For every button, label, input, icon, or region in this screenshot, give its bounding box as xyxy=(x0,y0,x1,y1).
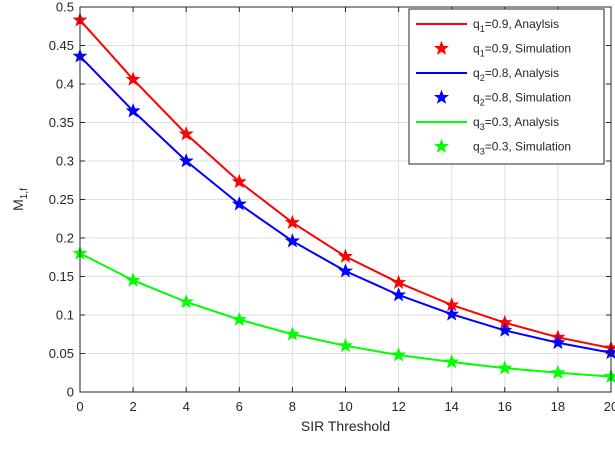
legend-swatch xyxy=(434,40,449,55)
x-axis-label: SIR Threshold xyxy=(301,418,390,434)
data-point-star-marker xyxy=(178,153,194,168)
y-tick-label: 0.1 xyxy=(56,308,74,323)
legend-star-marker xyxy=(434,40,449,55)
x-tick-label: 12 xyxy=(391,399,405,414)
y-tick-label: 0 xyxy=(67,385,74,400)
data-point-star-marker xyxy=(284,233,300,248)
legend-entry: q1=0.9, Simulation xyxy=(473,42,571,59)
data-point-star-marker xyxy=(284,326,300,341)
y-tick-label: 0.4 xyxy=(56,77,74,92)
data-point-star-marker xyxy=(444,306,460,321)
data-point-star-marker xyxy=(391,274,407,290)
y-tick-label: 0.05 xyxy=(49,346,74,361)
y-tick-label: 0.5 xyxy=(56,0,74,15)
data-point-star-marker xyxy=(231,196,247,211)
legend-star-marker xyxy=(434,138,449,153)
data-point-star-marker xyxy=(550,334,566,350)
y-tick-label: 0.25 xyxy=(49,192,74,207)
data-point-star-marker xyxy=(125,272,141,287)
data-point-star-marker xyxy=(497,322,513,337)
legend: q1=0.9, Anaylsis q1=0.9, Simulation q2=0.8… xyxy=(408,8,605,165)
data-point-star-marker xyxy=(338,337,353,353)
data-point-star-marker xyxy=(231,173,247,189)
x-axis: 0 2 4 6 8 10 12 14 16 18 20 xyxy=(76,7,615,414)
data-point-star-marker xyxy=(391,347,407,362)
legend-swatch xyxy=(434,89,449,104)
x-tick-label: 14 xyxy=(444,399,458,414)
x-tick-label: 10 xyxy=(338,399,352,414)
y-axis-label-subscript: 1,f xyxy=(19,188,30,199)
data-point-star-marker xyxy=(178,126,194,141)
legend-entry: q2=0.8, Simulation xyxy=(473,91,571,108)
x-tick-label: 4 xyxy=(183,399,190,414)
data-point-star-marker xyxy=(550,364,566,380)
y-axis-label: M1,f xyxy=(10,188,30,211)
data-point-star-marker xyxy=(391,287,407,302)
data-point-star-marker xyxy=(338,248,353,263)
x-tick-label: 16 xyxy=(498,399,512,414)
data-point-star-marker xyxy=(444,354,460,369)
y-tick-label: 0.2 xyxy=(56,231,74,246)
data-point-star-marker xyxy=(338,263,353,278)
data-point-star-marker xyxy=(125,103,141,118)
legend-entry: q1=0.9, Anaylsis xyxy=(473,17,559,34)
legend-swatch xyxy=(434,138,449,153)
data-point-star-marker xyxy=(497,360,513,375)
x-tick-label: 8 xyxy=(289,399,296,414)
data-point-star-marker xyxy=(284,214,300,229)
x-tick-label: 6 xyxy=(236,399,243,414)
data-point-star-marker xyxy=(125,71,141,86)
y-tick-label: 0.45 xyxy=(49,38,74,53)
x-tick-label: 2 xyxy=(129,399,136,414)
y-tick-label: 0.15 xyxy=(49,269,74,284)
legend-entry: q3=0.3, Analysis xyxy=(473,115,559,132)
y-axis: 0 0.05 0.1 0.15 0.2 0.25 0.3 0.35 0.4 0.45 0.5 xyxy=(49,0,611,400)
x-tick-label: 0 xyxy=(76,399,83,414)
y-tick-label: 0.3 xyxy=(56,154,74,169)
y-tick-label: 0.35 xyxy=(49,115,74,130)
x-tick-label: 18 xyxy=(551,399,565,414)
legend-entry: q2=0.8, Analysis xyxy=(473,66,559,83)
data-point-star-marker xyxy=(231,311,247,326)
legend-star-marker xyxy=(434,89,449,104)
x-tick-label: 20 xyxy=(604,399,615,414)
data-point-star-marker xyxy=(178,294,194,309)
legend-entry: q3=0.3, Simulation xyxy=(473,140,571,157)
legend-box xyxy=(408,8,605,165)
